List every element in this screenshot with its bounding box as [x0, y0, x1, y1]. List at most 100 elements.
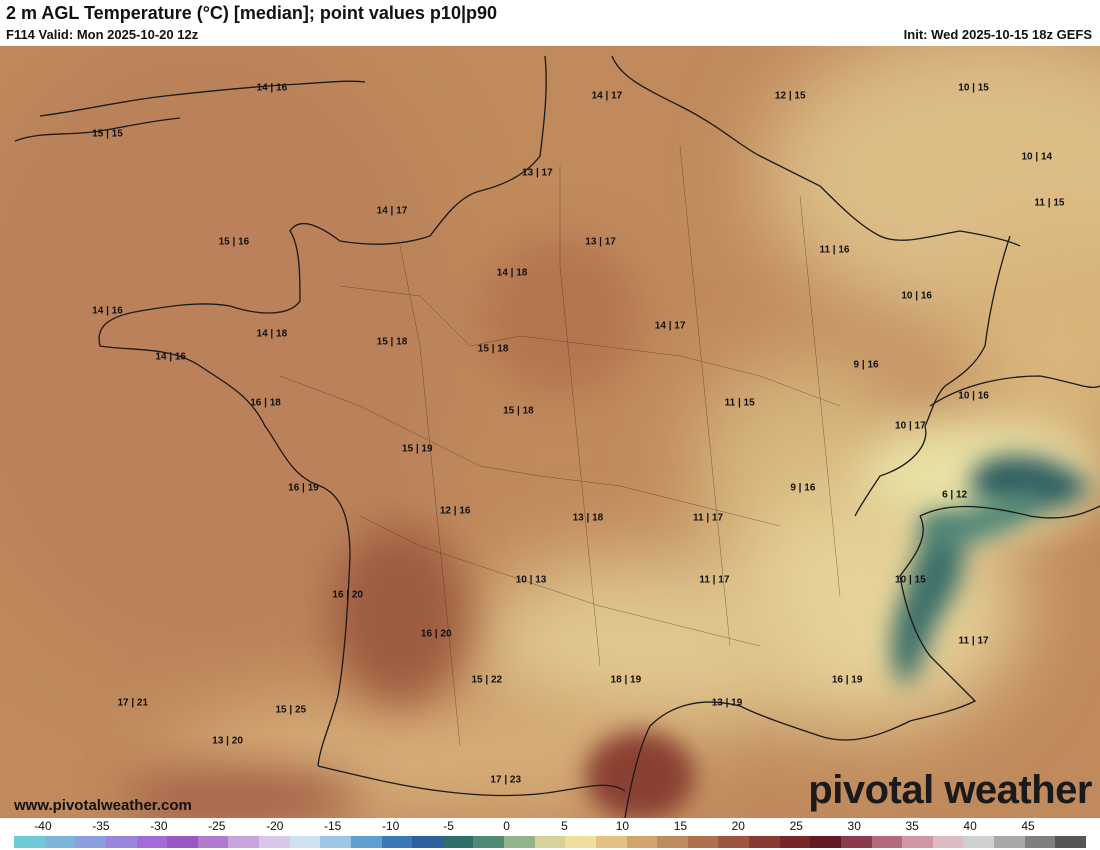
point-value-label: 14 | 16 — [256, 82, 288, 94]
colorbar-tick-label: 20 — [731, 819, 745, 833]
colorbar-segment — [197, 836, 229, 848]
point-value-label: 15 | 25 — [275, 704, 307, 716]
point-value-label: 10 | 16 — [901, 290, 932, 302]
colorbar-segment — [718, 836, 749, 848]
brand-logo: pivotal weather — [808, 768, 1092, 812]
colorbar-tick-label: 45 — [1021, 819, 1035, 833]
point-value-label: 10 | 16 — [958, 390, 989, 401]
point-value-label: 14 | 16 — [92, 305, 123, 317]
colorbar-segment — [871, 836, 903, 848]
colorbar-segment — [626, 836, 658, 848]
temperature-map — [0, 46, 1100, 818]
colorbar-segment — [687, 836, 719, 848]
colorbar-segment — [1024, 836, 1056, 848]
colorbar-tick-label: 5 — [561, 819, 568, 833]
colorbar-segment — [228, 836, 259, 848]
point-value-label: 15 | 18 — [376, 336, 408, 348]
point-value-label: 10 | 14 — [1021, 151, 1053, 163]
point-value-label: 15 | 16 — [218, 236, 250, 248]
point-value-label: 12 | 15 — [774, 90, 806, 102]
point-value-label: 15 | 22 — [471, 674, 503, 686]
point-value-label: 14 | 17 — [654, 320, 686, 332]
point-value-label: 9 | 16 — [790, 482, 816, 494]
colorbar-tick-label: 10 — [615, 819, 630, 833]
colorbar-tick-label: -40 — [34, 819, 52, 833]
colorbar-segment — [442, 836, 474, 848]
colorbar: -40 -35 -30 -25 -20 -15 -10 -5 0 5 10 15 20 25 30 35 40 4… — [0, 818, 1100, 850]
colorbar-segment — [504, 836, 535, 848]
point-value-label: 16 | 18 — [250, 397, 281, 409]
point-value-label: 14 | 17 — [376, 205, 408, 217]
colorbar-segment — [840, 836, 872, 848]
point-value-label: 13 | 17 — [522, 167, 553, 179]
colorbar-segment — [259, 836, 290, 848]
colorbar-tick-label: -25 — [208, 819, 226, 833]
point-value-label: 15 | 15 — [92, 128, 123, 140]
point-value-label: 14 | 18 — [256, 328, 288, 340]
colorbar-tick-label: 40 — [963, 819, 977, 833]
colorbar-segment — [167, 836, 198, 848]
point-value-label: 14 | 16 — [155, 351, 186, 363]
point-value-label: 10 | 13 — [515, 574, 547, 586]
point-value-label: 10 | 17 — [895, 420, 926, 432]
point-value-label: 12 | 16 — [439, 505, 471, 517]
point-value-label: 14 | 18 — [496, 267, 528, 279]
colorbar-segment — [473, 836, 504, 848]
colorbar-segment — [657, 836, 688, 848]
point-value-label: 13 | 17 — [585, 236, 616, 248]
colorbar-segment — [412, 836, 443, 848]
colorbar-segment — [534, 836, 566, 848]
colorbar-segment — [994, 836, 1025, 848]
point-value-label: 15 | 18 — [477, 343, 509, 355]
colorbar-tick-label: 30 — [847, 819, 861, 833]
map-header: 2 m AGL Temperature (°C) [median]; point… — [0, 0, 1100, 46]
point-value-label: 11 | 17 — [699, 574, 730, 586]
colorbar-segment — [902, 836, 933, 848]
colorbar-segment — [44, 836, 76, 848]
point-value-label: 13 | 18 — [572, 512, 604, 524]
colorbar-segment — [810, 836, 841, 848]
valid-time: F114 Valid: Mon 2025-10-20 12z — [6, 27, 199, 42]
colorbar-segment — [289, 836, 321, 848]
colorbar-segment — [75, 836, 106, 848]
colorbar-segment — [105, 836, 137, 848]
point-value-label: 16 | 20 — [332, 589, 363, 601]
point-value-label: 18 | 19 — [610, 674, 642, 686]
point-value-label: 13 | 20 — [212, 735, 243, 747]
colorbar-tick-label: 25 — [789, 819, 803, 833]
point-value-label: 15 | 18 — [503, 405, 534, 417]
point-value-label: 11 | 16 — [819, 244, 850, 256]
point-value-label: 14 | 17 — [591, 90, 623, 102]
point-value-label: 10 | 15 — [958, 82, 989, 94]
colorbar-tick-label: -20 — [266, 819, 284, 833]
colorbar-tick-label: 15 — [673, 819, 688, 833]
admin-boundaries — [279, 145, 841, 747]
colorbar-segment — [963, 836, 994, 848]
website-url: www.pivotalweather.com — [14, 797, 192, 814]
point-value-label: 17 | 23 — [490, 774, 522, 786]
point-value-label: 16 | 19 — [831, 674, 863, 686]
colorbar-tick-label: -10 — [381, 819, 400, 833]
point-value-label: 16 | 20 — [420, 628, 452, 640]
coastlines-and-borders — [14, 55, 1100, 818]
point-value-label: 16 | 19 — [288, 482, 319, 494]
colorbar-segment — [779, 836, 811, 848]
colorbar-segment — [320, 836, 351, 848]
temperature-field — [0, 46, 1100, 818]
point-value-label: 11 | 17 — [958, 635, 989, 647]
colorbar-segment — [14, 836, 45, 848]
point-value-label: 15 | 19 — [401, 443, 433, 455]
colorbar-segment — [350, 836, 382, 848]
point-value-label: 13 | 19 — [711, 697, 743, 709]
point-value-label: 11 | 17 — [693, 512, 724, 524]
point-value-label: 11 | 15 — [724, 397, 755, 409]
colorbar-segment — [381, 836, 413, 848]
point-value-label: 9 | 16 — [853, 359, 879, 371]
colorbar-segment — [932, 836, 964, 848]
point-value-label: 17 | 21 — [117, 697, 149, 709]
init-time: Init: Wed 2025-10-15 18z GEFS — [903, 27, 1092, 42]
point-value-label: 10 | 15 — [895, 574, 926, 586]
colorbar-segment — [565, 836, 596, 848]
point-value-label: 11 | 15 — [1034, 197, 1065, 209]
colorbar-tick-label: -30 — [150, 819, 168, 833]
